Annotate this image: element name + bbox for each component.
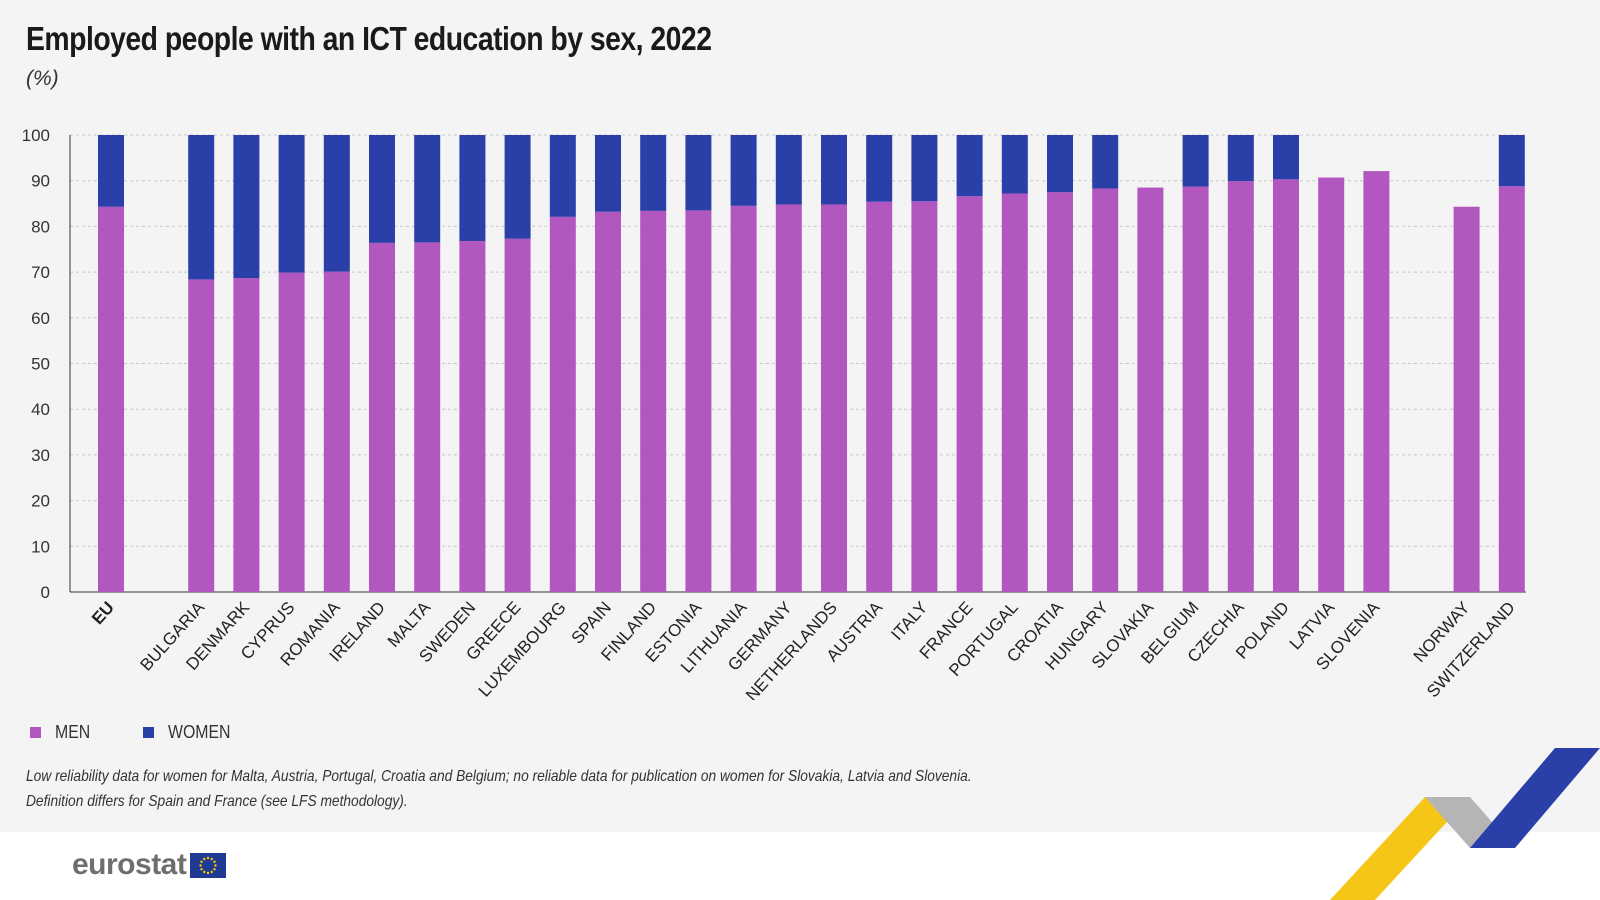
bar-men-denmark <box>233 278 260 592</box>
bar-men-austria <box>866 201 893 593</box>
bar-women-hungary <box>1092 135 1119 189</box>
flag-star <box>207 871 210 874</box>
footnote-definition: Definition differs for Spain and France … <box>26 793 408 810</box>
y-tick-label: 40 <box>31 400 50 419</box>
flag-star <box>203 870 206 873</box>
y-tick-label: 0 <box>41 583 50 602</box>
y-tick-label: 10 <box>31 537 50 556</box>
bar-women-netherlands <box>821 135 847 205</box>
bar-men-belgium <box>1182 186 1209 593</box>
bar-women-malta <box>414 135 441 243</box>
bar-women-austria <box>866 135 893 202</box>
legend-swatch-women <box>143 727 154 738</box>
y-tick-label: 20 <box>31 492 50 511</box>
bar-men-norway <box>1453 206 1480 592</box>
bar-women-belgium <box>1182 135 1209 187</box>
bar-women-estonia <box>685 135 712 211</box>
bar-women-croatia <box>1047 135 1073 193</box>
bar-women-switzerland <box>1498 135 1525 187</box>
bar-women-czechia <box>1227 135 1254 182</box>
eu-flag-icon <box>190 852 227 878</box>
chart-subtitle: (%) <box>26 67 59 90</box>
footnote-reliability: Low reliability data for women for Malta… <box>26 768 972 785</box>
bar-men-greece <box>504 238 531 592</box>
blue-ribbon-shape <box>1470 748 1600 848</box>
chart-title: Employed people with an ICT education by… <box>26 20 712 57</box>
bar-men-lithuania <box>730 205 757 592</box>
flag-star <box>200 867 204 870</box>
bar-men-estonia <box>685 210 712 592</box>
bar-women-bulgaria <box>188 135 215 280</box>
flag-star <box>207 856 210 859</box>
flag-star <box>210 857 214 860</box>
flag-star <box>199 863 203 867</box>
bar-men-croatia <box>1047 192 1073 592</box>
bar-men-romania <box>323 271 350 592</box>
y-tick-label: 90 <box>31 172 50 191</box>
y-tick-label: 80 <box>31 217 50 236</box>
bar-men-latvia <box>1318 177 1345 592</box>
flag-star <box>200 860 204 863</box>
bar-men-cyprus <box>278 272 305 592</box>
bar-men-portugal <box>1001 193 1028 592</box>
bar-men-bulgaria <box>188 279 215 592</box>
bar-women-poland <box>1273 135 1299 180</box>
bar-men-netherlands <box>821 204 847 593</box>
bar-women-italy <box>911 135 938 202</box>
flag-star <box>213 860 217 863</box>
bar-men-sweden <box>459 241 486 593</box>
bar-men-germany <box>775 204 802 593</box>
bar-women-eu <box>98 135 124 207</box>
bar-women-finland <box>640 135 667 211</box>
bar-men-slovakia <box>1137 187 1164 592</box>
legend-label-women: WOMEN <box>168 722 231 742</box>
y-tick-label: 60 <box>31 309 50 328</box>
bar-women-france <box>956 135 983 197</box>
bar-women-luxembourg <box>549 135 576 217</box>
eurostat-wordmark: eurostat <box>72 848 187 881</box>
y-tick-label: 100 <box>22 126 50 145</box>
legend: MEN WOMEN <box>30 722 239 743</box>
bar-women-romania <box>323 135 350 272</box>
bar-women-cyprus <box>278 135 305 273</box>
bar-men-spain <box>595 211 621 592</box>
y-tick-label: 50 <box>31 355 50 374</box>
flag-star <box>213 867 217 870</box>
bar-women-sweden <box>459 135 486 242</box>
bar-men-france <box>956 196 983 592</box>
bar-women-greece <box>504 135 531 239</box>
legend-item-men: MEN <box>30 722 95 743</box>
bar-men-ireland <box>369 242 395 593</box>
bar-men-slovenia <box>1363 171 1390 592</box>
bar-women-spain <box>595 135 621 212</box>
bar-women-ireland <box>369 135 395 243</box>
bar-men-malta <box>414 242 441 592</box>
bar-women-lithuania <box>730 135 757 206</box>
legend-label-men: MEN <box>55 722 91 742</box>
bar-men-poland <box>1273 179 1299 593</box>
y-tick-label: 30 <box>31 446 50 465</box>
flag-star <box>210 870 214 873</box>
legend-swatch-men <box>30 727 41 738</box>
bar-women-germany <box>775 135 802 205</box>
eurostat-logo: eurostat <box>72 848 227 882</box>
legend-item-women: WOMEN <box>143 722 239 743</box>
bar-men-eu <box>98 206 124 592</box>
bar-men-finland <box>640 210 667 592</box>
flag-star <box>214 863 218 867</box>
bar-men-switzerland <box>1498 186 1525 592</box>
y-tick-label: 70 <box>31 263 50 282</box>
bar-men-hungary <box>1092 188 1119 592</box>
yellow-ribbon-shape <box>1330 797 1470 900</box>
bar-men-luxembourg <box>549 216 576 593</box>
bar-women-denmark <box>233 135 260 279</box>
bar-women-portugal <box>1001 135 1028 194</box>
bar-men-italy <box>911 201 938 592</box>
flag-star <box>203 857 206 860</box>
bar-men-czechia <box>1227 181 1254 593</box>
